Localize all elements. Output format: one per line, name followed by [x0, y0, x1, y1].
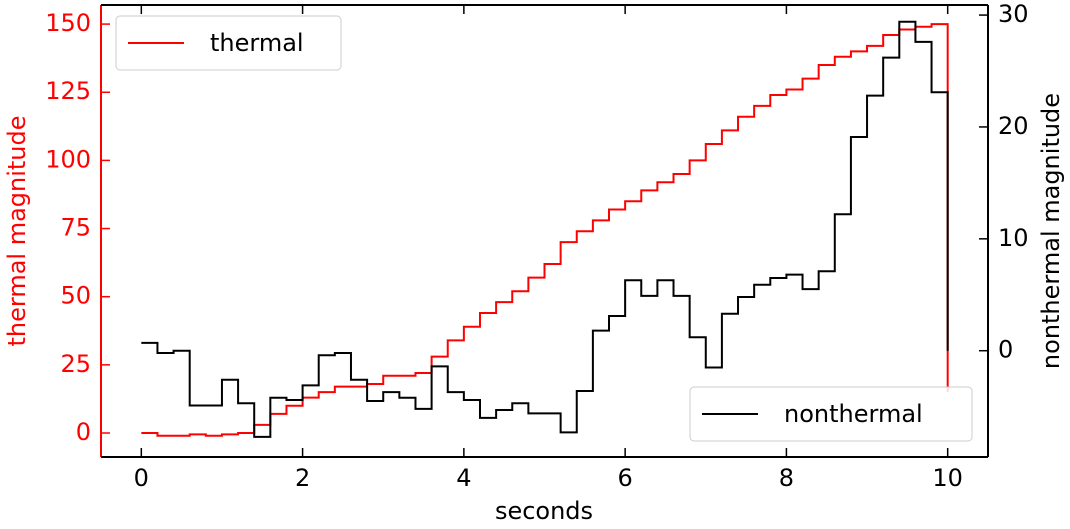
x-tick-label: 10 — [932, 464, 963, 492]
y2-tick-label: 30 — [998, 0, 1029, 28]
x-tick-label: 4 — [456, 464, 471, 492]
y-tick-label: 0 — [76, 418, 91, 446]
x-tick-label: 6 — [617, 464, 632, 492]
y-tick-label: 125 — [45, 77, 91, 105]
x-tick-label: 0 — [134, 464, 149, 492]
step-line — [141, 23, 949, 437]
y-tick-label: 75 — [60, 214, 91, 242]
y-tick-label: 50 — [60, 282, 91, 310]
y2-axis-label: nonthermal magnitude — [1037, 93, 1065, 369]
y2-tick-label: 0 — [998, 336, 1013, 364]
x-tick-label: 2 — [295, 464, 310, 492]
legend-box — [689, 386, 973, 442]
x-axis-label: seconds — [495, 497, 593, 525]
x-tick-label: 8 — [779, 464, 794, 492]
legend-label: nonthermal — [784, 400, 923, 428]
y-axis-label: thermal magnitude — [3, 115, 31, 346]
legend-box — [115, 15, 342, 71]
y2-tick-label: 20 — [998, 112, 1029, 140]
y-tick-label: 25 — [60, 350, 91, 378]
legend-label: thermal — [210, 29, 304, 57]
y-tick-label: 150 — [45, 9, 91, 37]
y-tick-label: 100 — [45, 145, 91, 173]
step-line — [141, 20, 949, 438]
y2-tick-label: 10 — [998, 224, 1029, 252]
